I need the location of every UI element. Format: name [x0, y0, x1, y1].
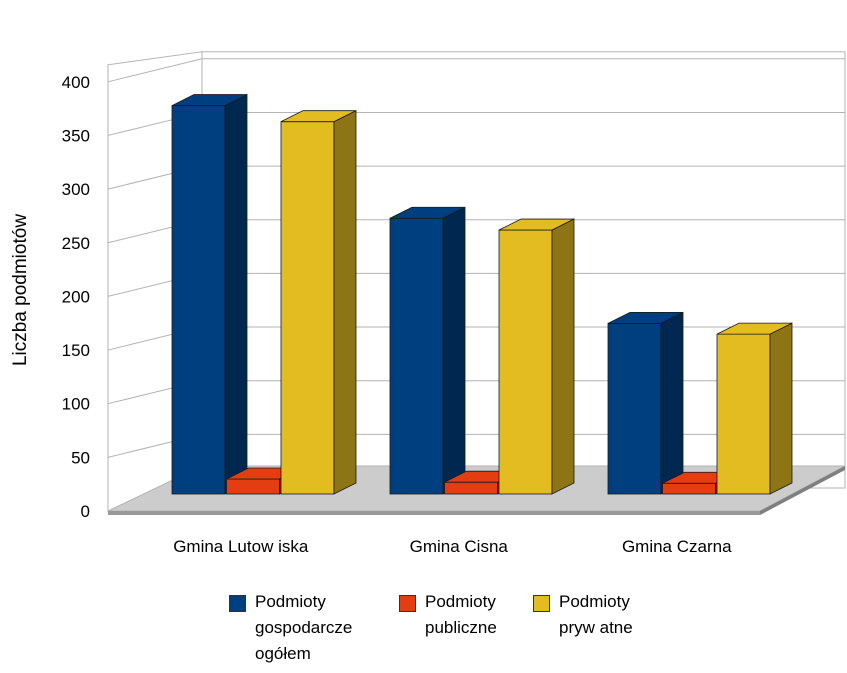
bar-front: [226, 478, 280, 495]
legend-swatch: [533, 595, 550, 612]
bar: [607, 311, 684, 495]
x-tick-label: Gmina Czarna: [622, 537, 732, 556]
legend: Podmioty gospodarcze ogółem Podmioty publ…: [229, 592, 689, 672]
legend-label: Podmioty pryw atne: [559, 592, 633, 637]
bars: [171, 93, 793, 495]
y-tick-labels: 0 50 100 150 200 250 300 350 400: [62, 73, 90, 521]
bar-top: [607, 311, 684, 324]
legend-label: Podmioty publiczne: [425, 592, 497, 637]
x-tick-label: Gmina Lutow iska: [173, 537, 309, 556]
floor-front-edge: [108, 511, 760, 515]
legend-swatch: [399, 595, 416, 612]
y-tick-label: 400: [62, 73, 90, 92]
y-tick-label: 200: [62, 287, 90, 306]
legend-swatch: [229, 595, 246, 612]
bar-top: [171, 94, 248, 106]
y-tick-label: 0: [81, 502, 90, 521]
y-tick-label: 150: [62, 341, 90, 360]
bar-top: [280, 110, 357, 123]
bar-top: [389, 206, 466, 219]
legend-item: Podmioty publiczne: [399, 592, 497, 641]
bar-front: [171, 105, 226, 495]
bar-front: [444, 481, 498, 495]
bar: [171, 93, 248, 495]
bar-top: [716, 322, 793, 335]
legend-label: Podmioty gospodarcze ogółem: [255, 592, 353, 663]
floor-side-edge: [760, 466, 845, 515]
bar-side: [224, 93, 248, 495]
legend-item: Podmioty pryw atne: [533, 592, 633, 641]
bar: [716, 322, 793, 495]
bar-front: [662, 482, 716, 495]
bar-top: [498, 218, 575, 231]
bar-front: [389, 217, 444, 495]
bar: [280, 110, 357, 495]
x-tick-labels: Gmina Lutow iska Gmina Cisna Gmina Czarna: [173, 537, 732, 556]
y-tick-label: 250: [62, 234, 90, 253]
bar-side: [551, 218, 575, 495]
bar-front: [607, 322, 662, 495]
gridline: [107, 58, 845, 83]
bar-front: [716, 333, 771, 495]
bar-side: [769, 322, 793, 495]
y-tick-label: 300: [62, 180, 90, 199]
legend-item: Podmioty gospodarcze ogółem: [229, 592, 352, 667]
y-axis-title: Liczba podmiotów: [10, 214, 31, 366]
x-tick-label: Gmina Cisna: [410, 537, 509, 556]
bar: [389, 206, 466, 495]
y-tick-label: 100: [62, 395, 90, 414]
bar: [498, 218, 575, 495]
bar-front: [498, 229, 553, 495]
y-tick-label: 50: [71, 448, 90, 467]
bar-side: [660, 311, 684, 495]
bar-front: [280, 121, 335, 495]
bar-side: [442, 206, 466, 495]
y-tick-label: 350: [62, 126, 90, 145]
bar-side: [333, 110, 357, 495]
